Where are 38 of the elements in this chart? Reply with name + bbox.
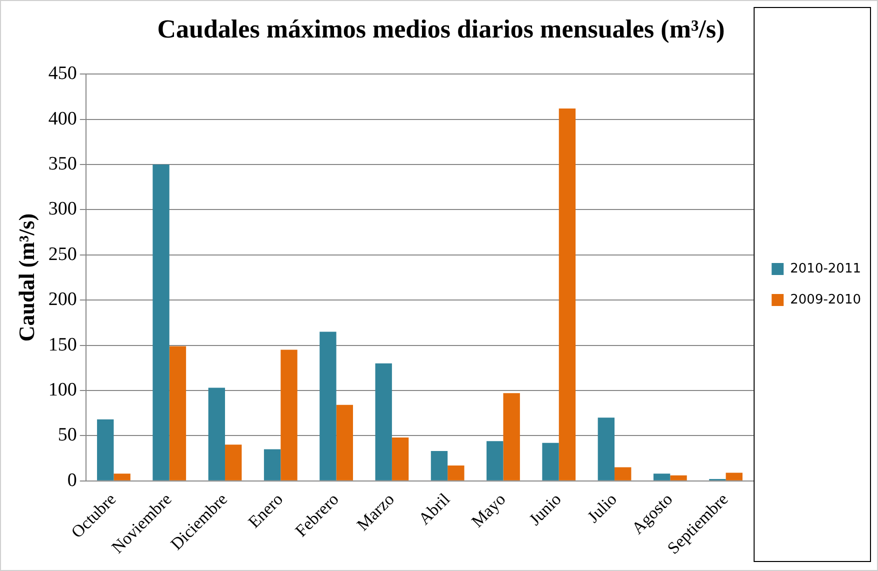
bar xyxy=(336,404,353,480)
bar xyxy=(280,350,298,480)
y-tick-label: 200 xyxy=(48,289,77,310)
bar xyxy=(375,363,392,480)
bar xyxy=(670,475,687,480)
y-tick-label: 250 xyxy=(48,244,77,265)
y-tick-label: 50 xyxy=(58,424,77,446)
y-tick-label: 450 xyxy=(48,63,77,84)
bar xyxy=(430,451,448,480)
y-tick-label: 0 xyxy=(67,470,77,491)
bar xyxy=(225,444,242,480)
bar xyxy=(152,164,170,480)
bar xyxy=(114,474,130,480)
legend-label: 2010-2011 xyxy=(790,261,861,276)
bar xyxy=(503,393,520,480)
bar xyxy=(614,467,632,480)
bar xyxy=(653,474,670,480)
bar xyxy=(542,442,559,480)
bar xyxy=(208,388,226,480)
chart-title: Caudales máximos medios diarios mensuales (m³/s) xyxy=(157,14,725,44)
bar xyxy=(264,449,281,480)
bar xyxy=(598,418,615,480)
y-tick-label: 400 xyxy=(48,108,77,130)
y-tick-label: 100 xyxy=(48,379,77,400)
bar xyxy=(97,419,114,480)
y-tick-label: 300 xyxy=(48,198,77,220)
y-tick-label: 150 xyxy=(48,334,77,356)
bar xyxy=(486,441,504,480)
bar xyxy=(320,332,336,480)
bar xyxy=(726,472,743,480)
bar xyxy=(169,346,186,480)
y-tick-label: 350 xyxy=(48,154,77,175)
bar xyxy=(558,108,576,480)
x-tick-label: Julio xyxy=(584,490,621,526)
bar xyxy=(448,465,464,480)
legend-label: 2009-2010 xyxy=(790,292,861,308)
y-axis-title: Caudal (m³/s) xyxy=(14,213,39,342)
bar xyxy=(392,437,409,480)
